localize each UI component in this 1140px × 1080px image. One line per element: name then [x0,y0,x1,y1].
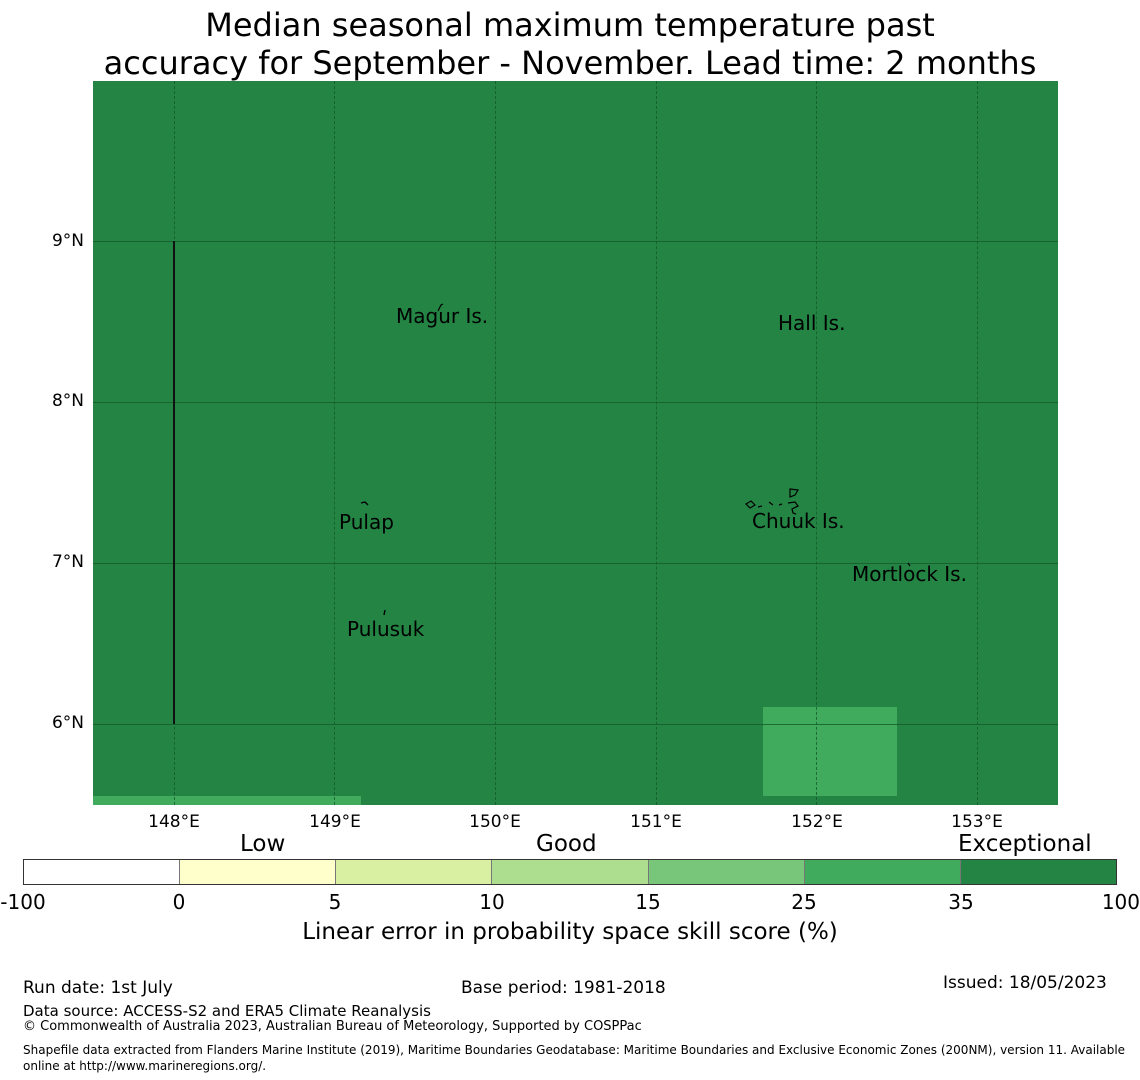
base-period: Base period: 1981-2018 [461,978,666,998]
colorbar-tick: 10 [479,890,505,914]
issued-date: Issued: 18/05/2023 [943,973,1107,993]
lat-tick-8: 8°N [51,391,84,411]
colorbar-tick: -100 [0,890,46,914]
place-label-hall: Hall Is. [778,311,846,335]
parallel-6 [93,724,1058,725]
parallel-9 [93,241,1058,242]
skill-cell-southeast [763,707,897,796]
colorbar [23,859,1117,885]
copyright: © Commonwealth of Australia 2023, Austra… [23,1019,642,1034]
lon-tick-153: 153°E [951,812,1003,832]
map-title-line2: accuracy for September - November. Lead … [103,44,1037,82]
colorbar-tick: 100 [1101,890,1140,914]
colorbar-category-good: Good [536,831,597,857]
run-date: Run date: 1st July [23,978,173,998]
mortlock-island-outline [907,562,911,567]
lat-tick-6: 6°N [51,713,84,733]
colorbar-segment [492,860,649,884]
parallel-8 [93,402,1058,403]
colorbar-segment [336,860,493,884]
lon-tick-151: 151°E [630,812,682,832]
colorbar-segment [648,860,805,884]
colorbar-label: Linear error in probability space skill … [302,919,838,945]
lon-tick-152: 152°E [791,812,843,832]
map-title: Median seasonal maximum temperature past… [0,6,1140,82]
lon-tick-150: 150°E [469,812,521,832]
meridian-152 [816,81,817,805]
pulap-island-outline [360,501,369,506]
skill-cell-southwest [93,796,361,805]
lat-tick-9: 9°N [51,231,84,251]
meridian-153 [977,81,978,805]
colorbar-tick: 15 [635,890,661,914]
colorbar-tick: 0 [172,890,186,914]
maritime-boundary-line [173,241,175,724]
colorbar-tick: 35 [948,890,974,914]
place-label-pulusuk: Pulusuk [347,617,425,641]
place-label-pulap: Pulap [339,510,394,534]
parallel-7 [93,563,1058,564]
colorbar-segment [960,860,1116,884]
lon-tick-149: 149°E [309,812,361,832]
magur-island-outline [437,303,444,312]
colorbar-segment [180,860,337,884]
place-label-chuuk: Chuuk Is. [752,509,845,533]
chuuk-island-outline [745,488,799,515]
colorbar-category-exceptional: Exceptional [958,831,1092,857]
map-panel: Magur Is. Hall Is. Pulap Chuuk Is. Mortl… [93,81,1058,805]
colorbar-segment [804,860,961,884]
colorbar-tick: 5 [328,890,342,914]
lon-tick-148: 148°E [148,812,200,832]
lat-tick-7: 7°N [51,552,84,572]
meridian-150 [495,81,496,805]
colorbar-category-low: Low [240,831,286,857]
place-label-magur: Magur Is. [396,304,489,328]
meridian-149 [334,81,335,805]
place-label-mortlock: Mortlock Is. [852,562,967,586]
shapefile-credit: Shapefile data extracted from Flanders M… [23,1043,1126,1073]
data-source: Data source: ACCESS-S2 and ERA5 Climate … [23,1002,431,1020]
meridian-151 [656,81,657,805]
map-title-line1: Median seasonal maximum temperature past [205,6,935,44]
colorbar-segment [24,860,181,884]
colorbar-tick: 25 [791,890,817,914]
pulusuk-island-outline [383,609,386,616]
